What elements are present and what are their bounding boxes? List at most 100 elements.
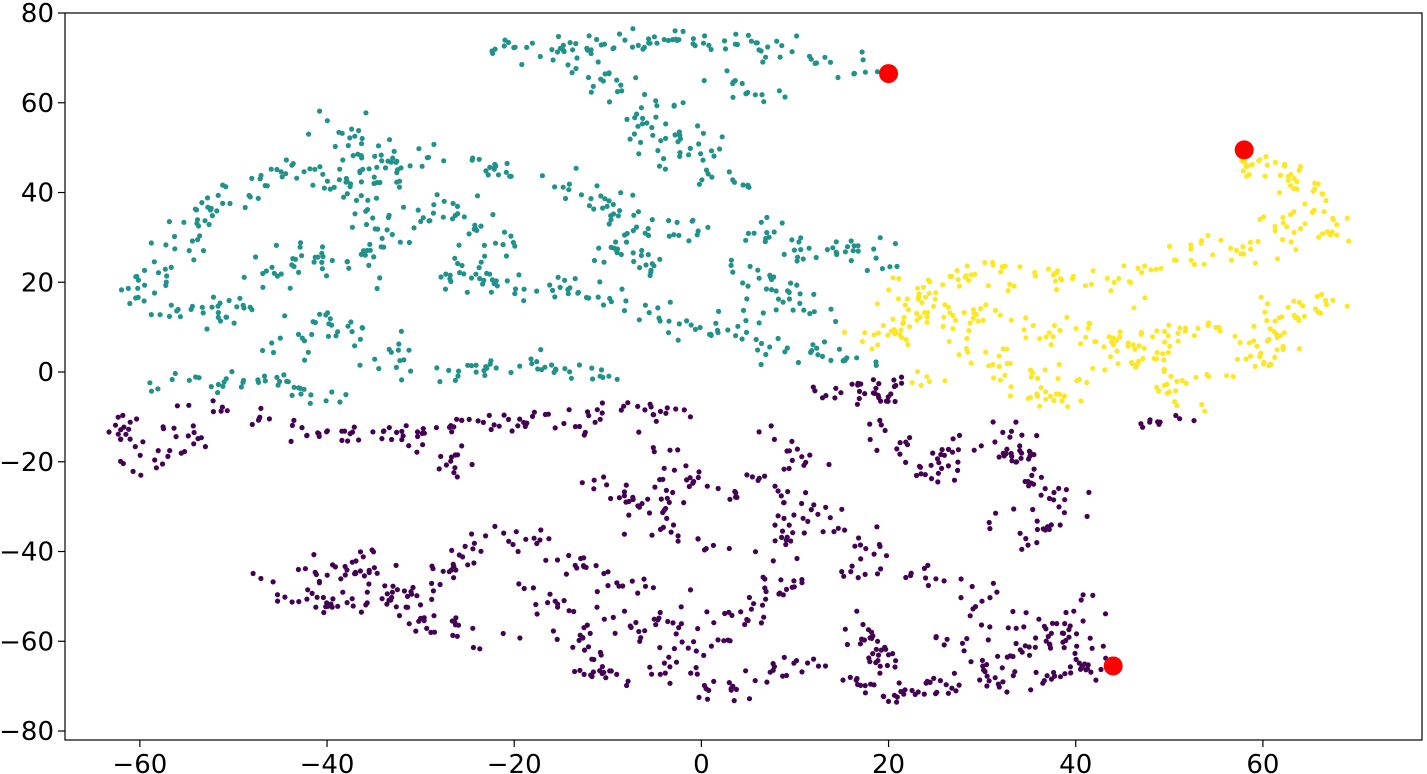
data-point [586,203,593,209]
data-point [487,164,493,170]
data-point [1263,154,1269,160]
data-point [473,369,479,375]
data-point [790,530,796,536]
data-point [786,296,793,302]
data-point [487,361,493,367]
data-point [756,47,762,53]
data-point [255,195,261,201]
data-point [1205,232,1211,239]
data-point [120,460,126,467]
data-point [1047,642,1053,648]
data-point [547,282,553,288]
data-point [390,583,396,589]
data-point [647,401,653,407]
data-point [1164,390,1170,396]
data-point [842,249,849,255]
data-point [362,252,368,258]
data-point [733,31,739,37]
data-point [781,500,787,506]
data-point [163,242,169,248]
data-point [902,687,908,693]
data-point [1153,266,1159,272]
data-point [877,663,883,669]
data-point [1174,403,1180,409]
data-point [1038,474,1044,480]
data-point [1135,265,1141,271]
data-point [663,487,670,493]
data-point [367,247,373,253]
data-point [793,658,800,664]
data-point [735,323,741,329]
data-point [1234,356,1241,362]
data-point [366,166,372,172]
data-point [590,83,596,89]
data-point [695,123,701,129]
data-point [419,430,425,436]
data-point [841,329,848,335]
data-point [1013,640,1019,647]
data-point [870,377,877,383]
data-point [1023,315,1029,321]
data-point [666,218,672,224]
data-point [1117,329,1123,335]
data-point [125,285,131,291]
data-point [266,416,272,422]
data-point [275,598,281,604]
data-point [1324,229,1330,235]
data-point [771,274,777,280]
data-point [1191,261,1198,268]
data-point [357,568,363,574]
data-point [1193,374,1199,380]
data-point [258,405,264,411]
data-point [1055,376,1061,382]
data-point [199,200,205,206]
data-point [671,232,677,238]
data-point [871,551,877,557]
data-point [386,346,392,352]
data-point [508,233,514,239]
data-point [1282,163,1288,169]
data-point [1247,353,1254,359]
data-point [1320,231,1326,237]
data-point [745,283,751,289]
data-point [875,638,881,644]
data-point [470,546,476,552]
data-point [172,370,178,377]
data-point [855,248,861,254]
data-point [1038,385,1044,391]
data-point [791,247,798,253]
data-point [835,74,841,81]
data-point [1243,356,1249,362]
data-point [661,660,668,666]
data-point [289,422,295,428]
data-point [675,139,681,145]
data-point [1229,257,1235,263]
data-point [671,103,677,109]
data-point [560,47,566,54]
data-point [1009,458,1015,464]
data-point [118,287,125,293]
data-point [534,540,540,547]
data-point [400,433,406,439]
data-point [624,682,630,689]
data-point [593,563,599,569]
data-point [238,384,244,390]
data-point [752,92,758,98]
data-point [711,153,717,159]
data-point [894,263,900,269]
data-point [581,671,587,678]
data-point [1248,246,1254,252]
data-point [830,245,836,251]
data-point [774,38,780,44]
data-point [862,690,869,696]
data-point [342,563,348,570]
data-point [676,321,682,327]
data-point [709,174,715,180]
data-point [618,190,624,196]
data-point [348,319,354,325]
data-point [775,513,781,519]
data-point [255,379,262,385]
data-point [973,311,979,317]
data-point [808,56,814,62]
